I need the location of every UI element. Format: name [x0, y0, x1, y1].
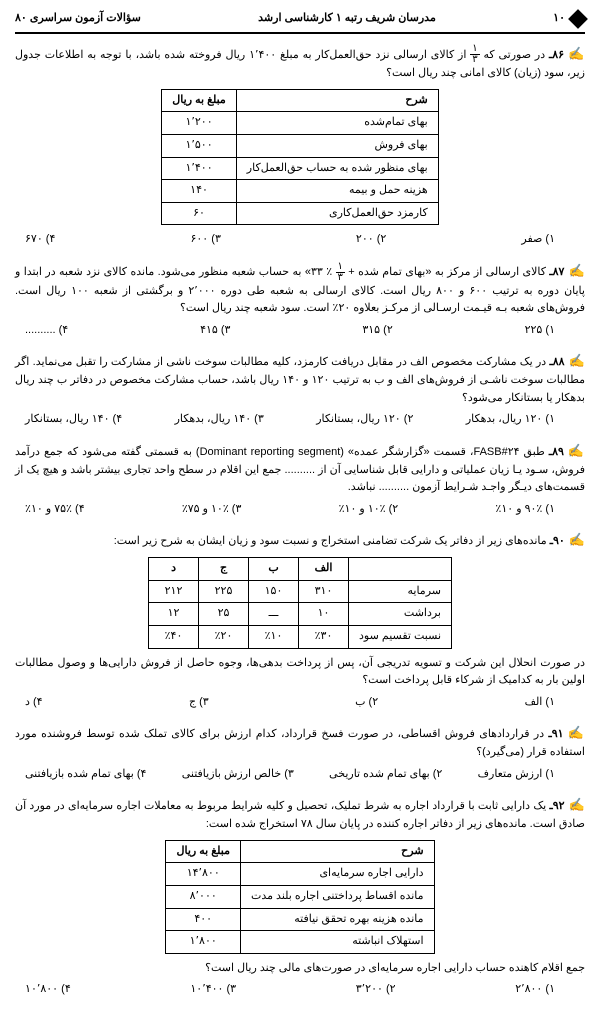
opt1: ۱) ۹۰٪ و ۱۰٪	[495, 501, 555, 519]
qnum-88: ۸۸ـ	[550, 356, 586, 368]
opt3: ۳) ج	[189, 694, 209, 712]
opt2: ۲) ۲۰۰	[356, 231, 386, 249]
opt4: ۴) ۱۰٬۸۰۰	[25, 981, 71, 999]
opt3: ۳) ۱۰٬۴۰۰	[190, 981, 236, 999]
q86-options: ۱) صفر ۲) ۲۰۰ ۳) ۶۰۰ ۴) ۶۷۰	[25, 231, 555, 249]
q90-text: مانده‌های زیر از دفاتر یک شرکت تضامنی اس…	[114, 535, 547, 547]
q92-table: شرحمبلغ به ریال دارایی اجاره سرمایه‌ای۱۴…	[165, 840, 434, 954]
q87-a: کالای ارسالی از مرکز به «بهای تمام شده +	[345, 266, 546, 278]
q88-text: در یک مشارکت مخصوص الف در مقابل دریافت ک…	[15, 356, 585, 403]
opt2: ۲) ۳۱۵	[362, 322, 392, 340]
page-number: ۱۰	[553, 10, 565, 28]
opt2: ۲) ب	[355, 694, 378, 712]
q86-text-a: در صورتی که	[480, 49, 545, 61]
opt3: ۳) ۴۱۵	[200, 322, 230, 340]
opt3: ۳) ۶۰۰	[190, 231, 220, 249]
q91-text: در قراردادهای فروش اقساطی، در صورت فسخ ق…	[15, 728, 585, 758]
qnum-92: ۹۲ـ	[550, 800, 585, 812]
q89-options: ۱) ۹۰٪ و ۱۰٪ ۲) ۱۰٪ و ۱۰٪ ۳) ۱۰٪ و ۷۵٪ ۴…	[25, 501, 555, 519]
page-header: ۱۰ مدرسان شریف رتبه ۱ کارشناسی ارشد سؤال…	[15, 10, 585, 34]
qnum-89: ۸۹ـ	[549, 446, 585, 458]
question-91: ۹۱ـ در قراردادهای فروش اقساطی، در صورت ف…	[15, 723, 585, 783]
fraction-icon: ۱۳	[336, 262, 345, 283]
q92-options: ۱) ۲٬۸۰۰ ۲) ۳٬۲۰۰ ۳) ۱۰٬۴۰۰ ۴) ۱۰٬۸۰۰	[25, 981, 555, 999]
question-89: ۸۹ـ طبق FASB#۲۴، قسمت «گزارشگر عمده» (Do…	[15, 441, 585, 519]
th-desc: شرح	[236, 89, 438, 112]
question-92: ۹۲ـ یک دارایی ثابت با قرارداد اجاره به ش…	[15, 795, 585, 999]
opt2: ۲) ۱۰٪ و ۱۰٪	[339, 501, 399, 519]
q91-options: ۱) ارزش متعارف ۲) بهای تمام شده تاریخی ۳…	[25, 766, 555, 784]
q87-options: ۱) ۲۲۵ ۲) ۳۱۵ ۳) ۴۱۵ ۴) ..........	[25, 322, 555, 340]
q90-table: الف ب ج د سرمایه۳۱۰۱۵۰۲۲۵۲۱۲ برداشت۱۰ـــ…	[148, 557, 452, 648]
opt2: ۲) ۳٬۲۰۰	[356, 981, 396, 999]
header-left: سؤالات آزمون سراسری ۸۰	[15, 10, 141, 28]
opt1: ۱) ۲٬۸۰۰	[515, 981, 555, 999]
opt1: ۱) ارزش متعارف	[478, 766, 555, 784]
q89-text: طبق FASB#۲۴، قسمت «گزارشگر عمده» (Domina…	[15, 446, 585, 493]
opt3: ۳) ۱۴۰ ریال، بدهکار	[175, 411, 264, 429]
fraction-icon: ۱۳	[470, 44, 479, 65]
question-87: ۸۷ـ کالای ارسالی از مرکز به «بهای تمام ش…	[15, 261, 585, 339]
q90-tail: در صورت انحلال این شرکت و تسویه تدریجی آ…	[15, 655, 585, 690]
q90-options: ۱) الف ۲) ب ۳) ج ۴) د	[25, 694, 555, 712]
q86-table: شرحمبلغ به ریال بهای تمام‌شده۱٬۲۰۰ بهای …	[161, 89, 438, 226]
q92-tail: جمع اقلام کاهنده حساب دارایی اجاره سرمای…	[15, 960, 585, 978]
qnum-86: ۸۶ـ	[549, 49, 585, 61]
opt2: ۲) بهای تمام شده تاریخی	[329, 766, 442, 784]
opt1: ۱) ۲۲۵	[525, 322, 555, 340]
opt4: ۴) ۷۵٪ و ۱۰٪	[25, 501, 85, 519]
question-88: ۸۸ـ در یک مشارکت مخصوص الف در مقابل دریا…	[15, 351, 585, 429]
opt4: ۴) ۶۷۰	[25, 231, 55, 249]
th-amt: مبلغ به ریال	[162, 89, 237, 112]
opt3: ۳) خالص ارزش بازیافتنی	[182, 766, 294, 784]
qnum-90: ۹۰ـ	[550, 535, 585, 547]
header-right: ۱۰	[553, 10, 585, 28]
opt4: ۴) ..........	[25, 322, 68, 340]
opt4: ۴) ۱۴۰ ریال، بستانکار	[25, 411, 122, 429]
q88-options: ۱) ۱۲۰ ریال، بدهکار ۲) ۱۲۰ ریال، بستانکا…	[25, 411, 555, 429]
opt4: ۴) بهای تمام شده بازیافتنی	[25, 766, 146, 784]
qnum-91: ۹۱ـ	[548, 728, 585, 740]
q92-text: یک دارایی ثابت با قرارداد اجاره به شرط ت…	[15, 800, 585, 830]
header-center: مدرسان شریف رتبه ۱ کارشناسی ارشد	[258, 10, 436, 28]
diamond-icon	[568, 9, 588, 29]
opt4: ۴) د	[25, 694, 43, 712]
opt1: ۱) ۱۲۰ ریال، بدهکار	[466, 411, 555, 429]
opt3: ۳) ۱۰٪ و ۷۵٪	[182, 501, 242, 519]
opt2: ۲) ۱۲۰ ریال، بستانکار	[316, 411, 413, 429]
question-90: ۹۰ـ مانده‌های زیر از دفاتر یک شرکت تضامن…	[15, 530, 585, 711]
opt1: ۱) الف	[525, 694, 555, 712]
opt1: ۱) صفر	[521, 231, 555, 249]
qnum-87: ۸۷ـ	[549, 266, 585, 278]
question-86: ۸۶ـ در صورتی که ۱۳ از کالای ارسالی نزد ح…	[15, 44, 585, 249]
